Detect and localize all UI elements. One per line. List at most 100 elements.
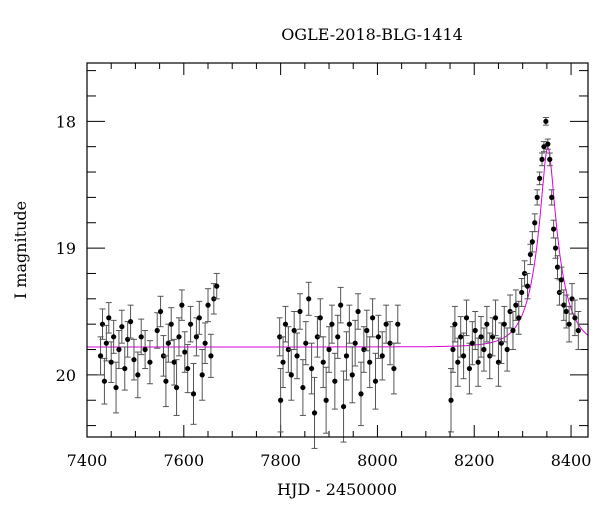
data-point — [122, 365, 128, 372]
data-point — [193, 334, 199, 340]
data-point — [99, 321, 106, 327]
data-point — [545, 141, 551, 147]
y-tick-label: 18 — [56, 112, 76, 131]
data-point — [563, 308, 569, 315]
data-point — [458, 334, 464, 340]
data-point — [208, 353, 214, 359]
data-point — [355, 308, 361, 315]
y-tick-label: 20 — [56, 366, 76, 385]
data-point — [320, 359, 326, 365]
data-points — [97, 117, 582, 449]
data-point — [317, 315, 323, 321]
data-point — [534, 194, 540, 200]
data-point — [108, 359, 114, 365]
data-point — [481, 346, 487, 353]
axis-ticks: 7400 7600 7800 8000 8200 8400 18 19 20 — [56, 63, 591, 470]
data-point — [147, 359, 153, 365]
data-point — [495, 359, 502, 365]
data-point — [450, 346, 456, 353]
plot-frame — [86, 62, 589, 438]
data-point — [106, 315, 112, 321]
data-point — [532, 220, 538, 226]
data-point — [297, 308, 303, 315]
data-point — [202, 340, 208, 346]
data-point — [472, 327, 478, 334]
data-point — [484, 321, 490, 327]
data-point — [338, 302, 344, 308]
data-point — [516, 315, 522, 321]
data-point — [323, 397, 329, 403]
data-point — [346, 321, 352, 327]
data-point — [387, 340, 393, 346]
data-point — [513, 302, 519, 308]
data-point — [498, 340, 504, 346]
data-point — [142, 346, 148, 353]
data-point — [527, 251, 533, 258]
data-point — [335, 334, 341, 340]
data-point — [536, 175, 543, 181]
data-point — [182, 349, 188, 355]
data-point — [561, 302, 567, 308]
data-point — [569, 296, 575, 302]
data-point — [205, 302, 211, 308]
data-point — [214, 283, 220, 289]
data-point — [135, 372, 141, 378]
data-point — [510, 327, 516, 334]
data-point — [103, 340, 109, 346]
x-tick-label: 8000 — [357, 451, 398, 470]
data-point — [113, 384, 119, 391]
data-point — [179, 302, 185, 308]
data-point — [168, 321, 174, 327]
data-point — [448, 397, 454, 403]
data-point — [326, 346, 332, 353]
data-point — [340, 403, 347, 410]
data-point — [311, 410, 318, 416]
data-point — [101, 378, 108, 384]
chart-title: OGLE-2018-BLG-1414 — [281, 25, 463, 44]
data-point — [116, 346, 122, 353]
y-axis-label: I magnitude — [11, 201, 30, 299]
data-point — [379, 353, 385, 359]
data-point — [352, 340, 358, 346]
data-point — [154, 327, 160, 334]
data-point — [547, 156, 553, 162]
data-point — [395, 321, 401, 327]
data-point — [501, 321, 507, 327]
data-point — [369, 315, 376, 321]
data-point — [196, 315, 202, 321]
data-point — [383, 321, 389, 327]
x-tick-label: 8200 — [454, 451, 495, 470]
data-point — [127, 319, 134, 325]
data-point — [329, 321, 335, 327]
data-point — [554, 264, 561, 270]
data-point — [490, 334, 496, 340]
data-point — [504, 346, 510, 353]
data-point — [111, 334, 117, 340]
y-tick-label: 19 — [56, 239, 76, 258]
data-point — [529, 239, 535, 245]
data-point — [478, 334, 484, 340]
data-point — [539, 156, 545, 162]
data-point — [572, 315, 578, 321]
data-point — [157, 308, 164, 315]
data-point — [463, 315, 470, 321]
data-point — [125, 336, 131, 342]
data-point — [176, 334, 182, 340]
data-point — [199, 372, 205, 378]
data-point — [375, 334, 382, 340]
data-point — [524, 283, 531, 289]
data-point — [343, 353, 350, 359]
x-tick-label: 7800 — [260, 451, 301, 470]
data-point — [119, 324, 125, 330]
data-point — [361, 346, 367, 353]
data-point — [391, 365, 397, 372]
data-point — [171, 359, 177, 365]
data-point — [543, 118, 549, 124]
data-point — [455, 359, 461, 365]
data-point — [138, 334, 144, 340]
data-point — [291, 327, 297, 334]
data-point — [558, 277, 564, 283]
data-point — [364, 327, 370, 334]
data-point — [282, 321, 289, 327]
